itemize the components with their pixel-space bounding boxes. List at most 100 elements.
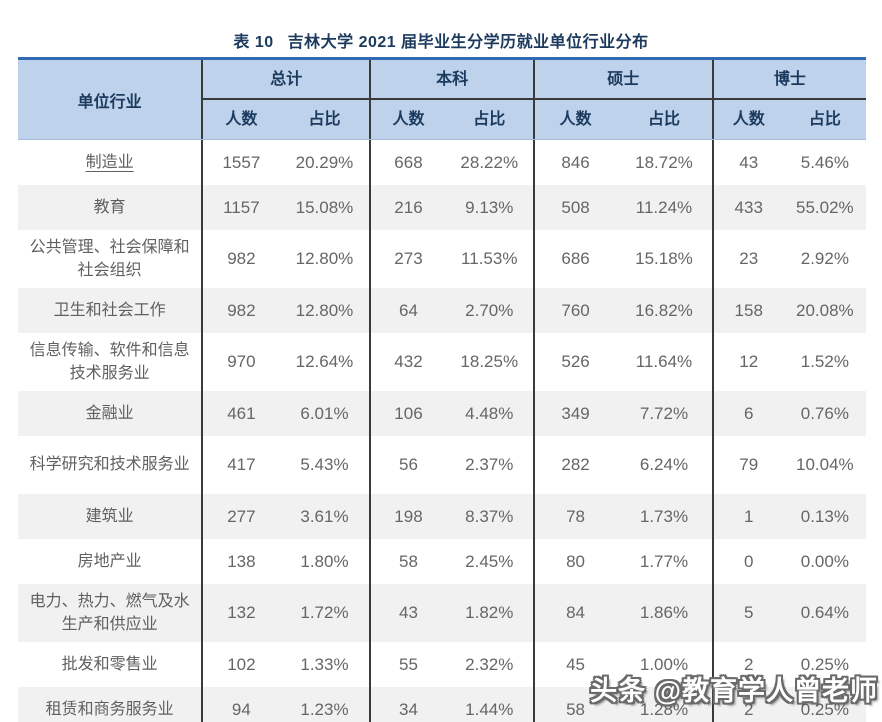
value-cell: 216 (394, 197, 423, 217)
row-values: 277 3.61% 198 8.37% 78 1.73% 1 0.13% (201, 494, 866, 539)
value-cell: 1.28% (639, 699, 689, 719)
subheader-count: 人数 (732, 111, 765, 128)
subheader-count: 人数 (392, 111, 425, 128)
value-cell: 1.23% (300, 699, 349, 719)
value-cell: 28.22% (460, 152, 519, 172)
value-cell: 2.37% (465, 455, 514, 474)
value-cell: 2.32% (465, 654, 514, 674)
value-cell: 1.80% (300, 551, 349, 571)
header-groups: 总计 人数 占比 本科 人数 占比 硕士 人数 (201, 60, 866, 139)
group-subheaders: 人数 占比 (535, 100, 712, 139)
value-group-doctor: 1 0.13% (711, 494, 866, 539)
row-values: 132 1.72% 43 1.82% 84 1.86% 5 0.64% (201, 584, 866, 642)
value-cell: 15.18% (635, 249, 693, 268)
value-cell: 277 (227, 506, 256, 526)
data-table: 单位行业 总计 人数 占比 本科 人数 占比 硕士 (18, 57, 866, 722)
value-cell: 1557 (222, 152, 261, 172)
value-cell: 11.64% (635, 352, 693, 371)
subheader-percent: 占比 (308, 111, 341, 128)
subheader-count: 人数 (559, 111, 592, 128)
value-cell: 349 (561, 403, 590, 423)
value-cell: 55 (399, 654, 418, 674)
value-cell: 56 (399, 455, 418, 474)
value-cell: 1.44% (465, 699, 514, 719)
header-group-doctor: 博士 人数 占比 (711, 60, 866, 139)
value-cell: 106 (394, 403, 423, 423)
industry-cell: 科学研究和技术服务业 (18, 436, 201, 494)
industry-cell: 建筑业 (18, 494, 201, 539)
value-cell: 15.08% (295, 197, 354, 217)
industry-label: 电力、热力、燃气及水生产和供应业 (29, 592, 190, 633)
value-cell: 0.00% (800, 551, 849, 571)
value-cell: 10.04% (796, 455, 854, 474)
value-cell: 526 (561, 352, 590, 371)
value-group-master: 846 18.72% (532, 140, 712, 185)
row-values: 417 5.43% 56 2.37% 282 6.24% 79 10.04% (201, 436, 866, 494)
value-cell: 1.73% (639, 506, 689, 526)
row-values: 94 1.23% 34 1.44% 58 1.28% 2 0.25% (201, 687, 866, 722)
value-cell: 2 (743, 699, 754, 719)
table-row: 批发和零售业 102 1.33% 55 2.32% 45 1.00% 2 0.2… (18, 642, 866, 687)
value-cell: 5 (743, 603, 754, 622)
industry-label: 制造业 (85, 153, 134, 171)
value-group-total: 1157 15.08% (201, 185, 369, 230)
value-cell: 20.08% (796, 300, 854, 320)
group-subheaders: 人数 占比 (371, 100, 533, 139)
value-cell: 16.82% (635, 300, 693, 320)
subheader-percent: 占比 (473, 111, 506, 128)
row-values: 1557 20.29% 668 28.22% 846 18.72% 43 5.4… (201, 140, 866, 185)
row-values: 1157 15.08% 216 9.13% 508 11.24% 433 55.… (201, 185, 866, 230)
value-group-bachelor: 216 9.13% (369, 185, 533, 230)
value-cell: 12.64% (295, 352, 354, 371)
value-group-doctor: 2 0.25% (711, 642, 866, 687)
value-group-doctor: 5 0.64% (711, 584, 866, 642)
industry-cell: 公共管理、社会保障和社会组织 (18, 230, 201, 288)
value-group-total: 1557 20.29% (201, 140, 369, 185)
value-group-master: 282 6.24% (532, 436, 712, 494)
value-group-doctor: 433 55.02% (711, 185, 866, 230)
value-cell: 432 (394, 352, 423, 371)
industry-label: 租赁和商务服务业 (45, 700, 174, 718)
industry-cell: 电力、热力、燃气及水生产和供应业 (18, 584, 201, 642)
value-cell: 1.52% (800, 352, 849, 371)
value-cell: 2 (743, 654, 754, 674)
value-cell: 43 (399, 603, 418, 622)
value-cell: 8.37% (465, 506, 514, 526)
industry-cell: 教育 (18, 185, 201, 230)
value-group-bachelor: 56 2.37% (369, 436, 533, 494)
value-cell: 102 (227, 654, 256, 674)
value-cell: 0.25% (800, 654, 849, 674)
value-group-total: 277 3.61% (201, 494, 369, 539)
value-cell: 84 (566, 603, 586, 622)
table-row: 建筑业 277 3.61% 198 8.37% 78 1.73% 1 0.13% (18, 494, 866, 539)
row-values: 102 1.33% 55 2.32% 45 1.00% 2 0.25% (201, 642, 866, 687)
industry-label: 批发和零售业 (61, 655, 158, 673)
industry-cell: 信息传输、软件和信息技术服务业 (18, 333, 201, 391)
group-subheaders: 人数 占比 (714, 100, 866, 139)
value-group-bachelor: 273 11.53% (369, 230, 533, 288)
value-group-bachelor: 34 1.44% (369, 687, 533, 722)
value-cell: 58 (399, 551, 418, 571)
value-group-master: 84 1.86% (532, 584, 712, 642)
value-group-doctor: 0 0.00% (711, 539, 866, 584)
value-group-master: 508 11.24% (532, 185, 712, 230)
value-cell: 34 (399, 699, 418, 719)
value-cell: 7.72% (639, 403, 689, 423)
industry-cell: 金融业 (18, 391, 201, 436)
value-cell: 12.80% (295, 300, 354, 320)
value-cell: 58 (566, 699, 586, 719)
value-cell: 0.64% (800, 603, 849, 622)
value-cell: 970 (227, 352, 256, 371)
value-group-total: 982 12.80% (201, 288, 369, 333)
value-group-total: 461 6.01% (201, 391, 369, 436)
value-group-bachelor: 58 2.45% (369, 539, 533, 584)
value-group-master: 760 16.82% (532, 288, 712, 333)
industry-cell: 批发和零售业 (18, 642, 201, 687)
table-row: 房地产业 138 1.80% 58 2.45% 80 1.77% 0 0.00% (18, 539, 866, 584)
value-cell: 158 (734, 300, 763, 320)
subheader-percent: 占比 (647, 111, 680, 128)
table-row: 卫生和社会工作 982 12.80% 64 2.70% 760 16.82% 1… (18, 288, 866, 333)
value-cell: 0.25% (800, 699, 849, 719)
value-group-doctor: 6 0.76% (711, 391, 866, 436)
value-group-total: 138 1.80% (201, 539, 369, 584)
